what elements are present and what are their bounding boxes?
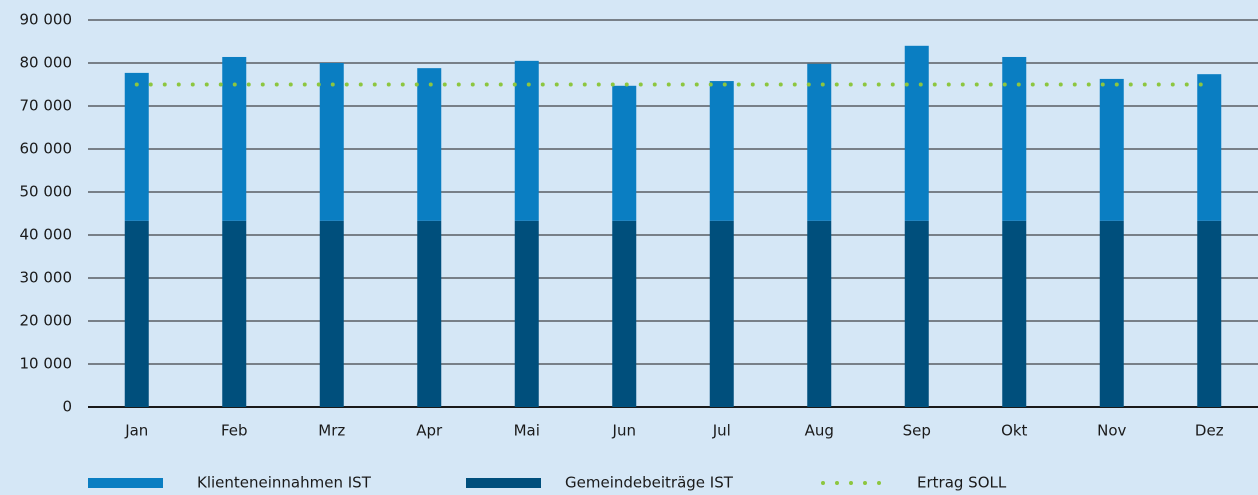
x-tick-label: Mai [514, 422, 540, 440]
bar [222, 56, 247, 221]
x-tick-label: Mrz [318, 422, 345, 440]
bar [612, 85, 637, 221]
x-tick-label: Feb [221, 422, 248, 440]
bar [709, 81, 734, 221]
legend-label: Gemeindebeiträge IST [565, 474, 734, 492]
bar [709, 220, 734, 407]
bar [807, 220, 832, 407]
legend-swatch [88, 478, 163, 488]
bar [222, 220, 247, 407]
bar [319, 220, 344, 407]
bar [1197, 220, 1222, 407]
bar [1099, 220, 1124, 407]
legend-label: Ertrag SOLL [917, 474, 1007, 492]
y-tick-label: 50 000 [20, 183, 73, 201]
y-tick-label: 70 000 [20, 97, 73, 115]
x-tick-label: Sep [903, 422, 931, 440]
x-tick-label: Dez [1195, 422, 1224, 440]
y-tick-label: 10 000 [20, 355, 73, 373]
bar [1197, 74, 1222, 221]
x-tick-label: Jul [712, 422, 731, 440]
x-tick-label: Aug [805, 422, 834, 440]
y-tick-label: 30 000 [20, 269, 73, 287]
y-tick-label: 80 000 [20, 54, 73, 72]
x-tick-label: Jun [612, 422, 636, 440]
bar [807, 63, 832, 221]
bar [1002, 220, 1027, 407]
x-tick-label: Jan [124, 422, 148, 440]
y-tick-label: 20 000 [20, 312, 73, 330]
bar [514, 220, 539, 407]
x-tick-label: Nov [1097, 422, 1126, 440]
bar [904, 45, 929, 221]
legend-label: Klienteneinnahmen IST [197, 474, 372, 492]
y-tick-label: 60 000 [20, 140, 73, 158]
x-tick-label: Apr [416, 422, 443, 440]
bar [1099, 78, 1124, 221]
y-tick-label: 0 [62, 398, 72, 416]
bar [1002, 56, 1027, 221]
bar [612, 220, 637, 407]
bar [904, 220, 929, 407]
legend-swatch [466, 478, 541, 488]
bar [417, 220, 442, 407]
bar [514, 60, 539, 221]
bar [124, 220, 149, 407]
bar [319, 63, 344, 221]
bar [417, 68, 442, 221]
y-tick-label: 40 000 [20, 226, 73, 244]
bar [124, 72, 149, 221]
x-tick-label: Okt [1001, 422, 1027, 440]
y-tick-label: 90 000 [20, 11, 73, 29]
